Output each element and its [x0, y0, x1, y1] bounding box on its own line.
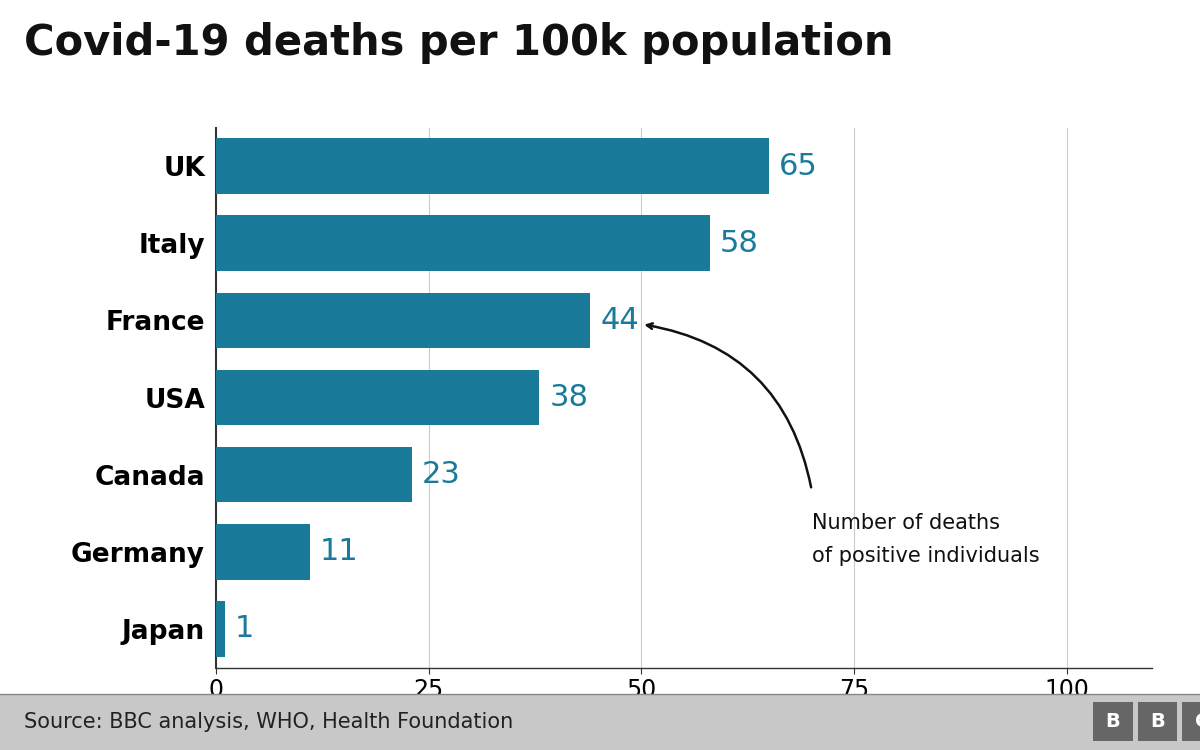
Text: C: C [1195, 712, 1200, 731]
Bar [216, 370, 539, 425]
Bar [216, 215, 709, 271]
Text: 23: 23 [422, 460, 461, 489]
Bar [216, 524, 310, 580]
Text: Covid-19 deaths per 100k population: Covid-19 deaths per 100k population [24, 22, 894, 64]
Bar [216, 447, 412, 503]
Text: 65: 65 [779, 152, 818, 181]
Bar [216, 602, 224, 657]
Text: Number of deaths
of positive individuals: Number of deaths of positive individuals [811, 513, 1039, 566]
Text: 58: 58 [720, 229, 758, 258]
Text: Source: BBC analysis, WHO, Health Foundation: Source: BBC analysis, WHO, Health Founda… [24, 712, 514, 732]
Bar [216, 138, 769, 194]
Bar [216, 292, 590, 348]
Text: 1: 1 [235, 614, 254, 644]
Text: 44: 44 [601, 306, 640, 334]
Text: B: B [1150, 712, 1165, 731]
Text: 38: 38 [550, 383, 588, 412]
Text: 11: 11 [320, 537, 359, 566]
Text: B: B [1105, 712, 1121, 731]
